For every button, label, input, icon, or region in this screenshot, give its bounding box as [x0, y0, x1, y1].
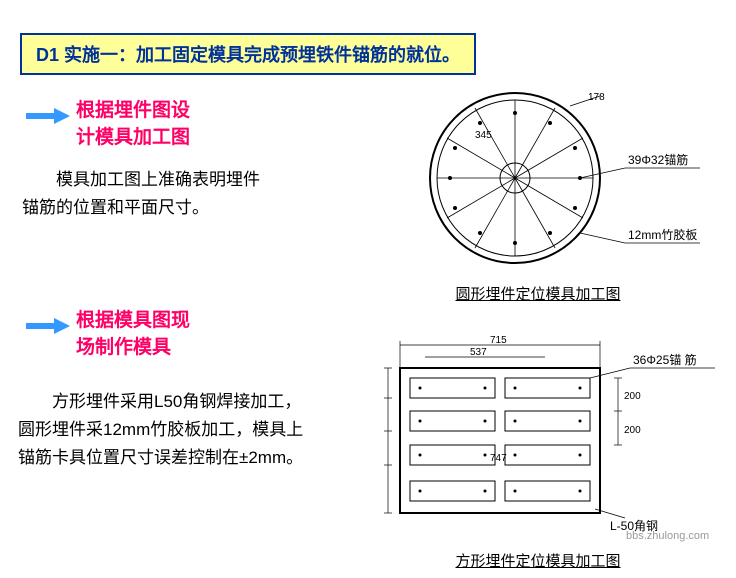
rect-anchor-label: 36Φ25锚 筋	[633, 352, 697, 367]
section2-body: 方形埋件采用L50角钢焊接加工，圆形埋件采12mm竹胶板加工，模具上锚筋卡具位置…	[18, 388, 318, 472]
circle-caption: 圆形埋件定位模具加工图	[428, 283, 648, 304]
heading-line: 场制作模具	[76, 337, 171, 358]
rect-diagram: 715 537 36Φ25锚 筋 200 200 747 L-50角钢	[370, 333, 730, 543]
board-label: 12mm竹胶板	[628, 227, 697, 242]
heading-line: 计模具加工图	[76, 127, 190, 148]
heading-line: 根据埋件图设	[76, 100, 190, 121]
arrow-icon	[26, 108, 70, 124]
dim-v1: 200	[624, 391, 641, 402]
dim-top-inner: 537	[470, 347, 487, 358]
section1-body: 模具加工图上准确表明埋件锚筋的位置和平面尺寸。	[22, 166, 272, 222]
arrow-icon	[26, 318, 70, 334]
dim-inner: 747	[490, 453, 507, 464]
dim-v2: 200	[624, 425, 641, 436]
section1-heading: 根据埋件图设 计模具加工图	[76, 98, 190, 151]
circle-diagram: 345 178 39Φ32锚筋 12mm竹胶板	[400, 78, 720, 278]
anchor-label: 39Φ32锚筋	[628, 152, 688, 167]
slide-title: D1 实施一：加工固定模具完成预埋铁件锚筋的就位。	[20, 33, 476, 75]
heading-line: 根据模具图现	[76, 310, 190, 331]
watermark: bbs.zhulong.com	[626, 530, 709, 542]
rect-caption: 方形埋件定位模具加工图	[428, 550, 648, 571]
section2-heading: 根据模具图现 场制作模具	[76, 308, 190, 361]
dim-radial: 345	[475, 130, 492, 141]
dim-top-outer: 715	[490, 335, 507, 346]
